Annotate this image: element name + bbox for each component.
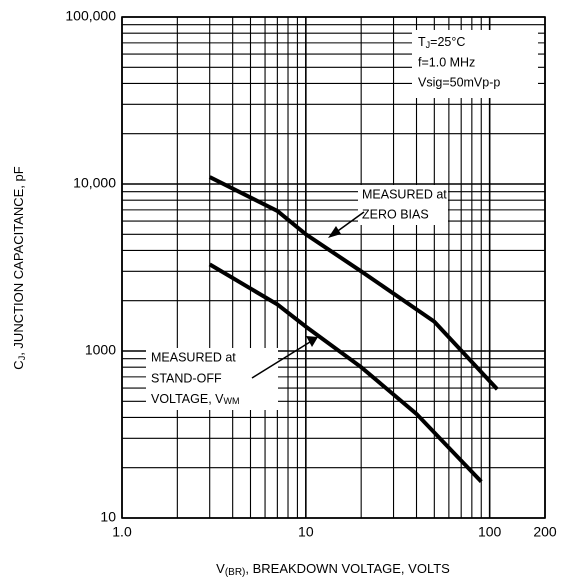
- x-tick-label: 200: [533, 524, 557, 540]
- plot-border: [121, 16, 546, 519]
- annotation-part: WM: [223, 396, 239, 406]
- annotation-box: [146, 348, 278, 410]
- condition: Vsig=50mVp-p: [418, 75, 500, 89]
- x-axis-label: V(BR), BREAKDOWN VOLTAGE, VOLTS: [216, 561, 450, 577]
- annotation: MEASURED at: [362, 187, 447, 201]
- y-axis-label: CJ, JUNCTION CAPACITANCE, pF: [11, 166, 27, 369]
- condition-part: T: [418, 35, 426, 49]
- condition-part: =25°C: [430, 35, 465, 49]
- condition: TJ=25°C: [418, 35, 465, 50]
- label-part: , BREAKDOWN VOLTAGE, VOLTS: [245, 561, 450, 576]
- annotation: VOLTAGE, VWM: [151, 392, 239, 406]
- y-tick-label: 100,000: [65, 8, 116, 24]
- condition: f=1.0 MHz: [418, 55, 475, 69]
- label-part: V: [216, 561, 225, 576]
- y-tick-label: 10: [100, 509, 116, 525]
- arrow: [334, 211, 365, 234]
- y-tick-label: 10,000: [73, 175, 116, 191]
- data-line: [208, 262, 483, 484]
- label-part: J: [17, 356, 27, 361]
- conditions-box: [412, 30, 538, 98]
- annotation: MEASURED at: [151, 350, 236, 364]
- label-part: (BR): [225, 567, 246, 578]
- annotation-part: VOLTAGE, V: [151, 392, 224, 406]
- arrow: [251, 341, 311, 379]
- label-part: , JUNCTION CAPACITANCE, pF: [11, 166, 26, 356]
- x-tick-label: 10: [298, 524, 314, 540]
- data-line: [208, 175, 499, 391]
- y-tick-label: 1000: [85, 342, 116, 358]
- arrowhead: [328, 226, 341, 238]
- arrowhead: [306, 336, 318, 347]
- condition-part: J: [426, 40, 431, 50]
- annotation: STAND-OFF: [151, 371, 222, 385]
- x-tick-label: 100: [478, 524, 502, 540]
- label-part: C: [11, 360, 26, 369]
- annotation: ZERO BIAS: [362, 207, 429, 221]
- x-tick-label: 1.0: [112, 524, 132, 540]
- annotation-box: [358, 185, 448, 225]
